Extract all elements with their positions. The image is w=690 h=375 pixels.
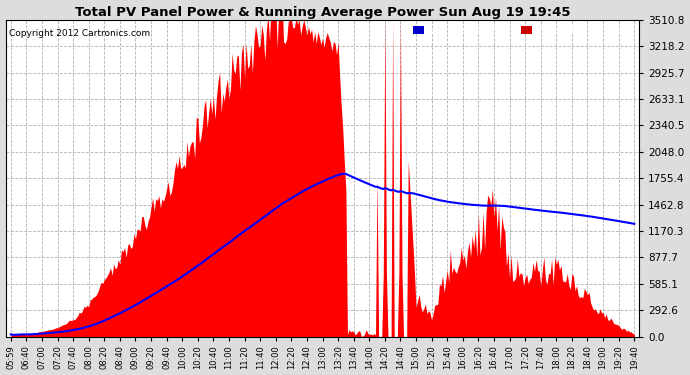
Text: Copyright 2012 Cartronics.com: Copyright 2012 Cartronics.com <box>9 29 150 38</box>
Title: Total PV Panel Power & Running Average Power Sun Aug 19 19:45: Total PV Panel Power & Running Average P… <box>75 6 570 18</box>
Legend: Average  (DC Watts), PV Panels  (DC Watts): Average (DC Watts), PV Panels (DC Watts) <box>411 24 634 37</box>
